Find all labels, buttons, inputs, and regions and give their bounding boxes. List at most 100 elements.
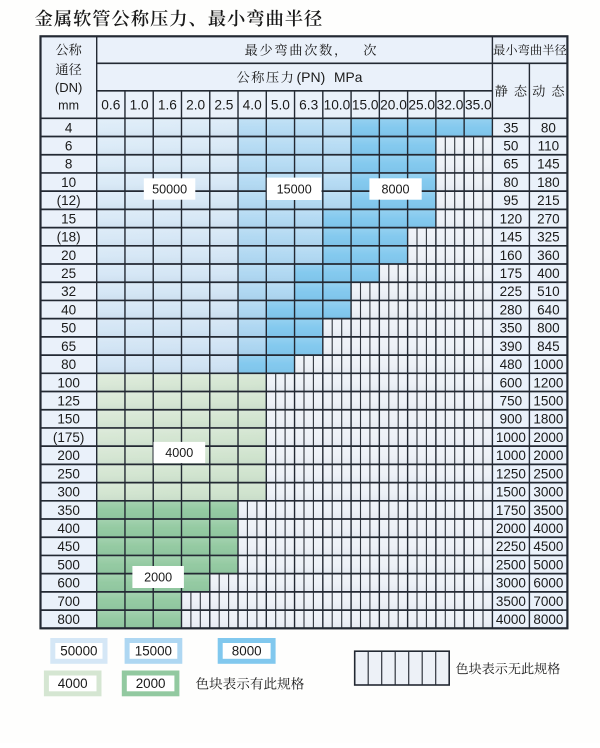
svg-text:4000: 4000 <box>533 521 563 536</box>
svg-text:750: 750 <box>500 394 523 409</box>
svg-text:4500: 4500 <box>533 539 563 554</box>
svg-text:1.6: 1.6 <box>158 97 177 112</box>
svg-text:80: 80 <box>503 175 518 190</box>
svg-text:8: 8 <box>65 157 73 172</box>
svg-text:3000: 3000 <box>496 576 526 591</box>
svg-text:2.0: 2.0 <box>186 97 205 112</box>
svg-text:(DN): (DN) <box>55 80 82 95</box>
svg-text:600: 600 <box>500 375 523 390</box>
svg-text:845: 845 <box>537 339 560 354</box>
svg-text:450: 450 <box>57 539 80 554</box>
svg-text:8000: 8000 <box>232 644 262 659</box>
svg-text:1750: 1750 <box>496 503 526 518</box>
svg-text:1000: 1000 <box>533 357 563 372</box>
svg-text:50: 50 <box>61 321 76 336</box>
svg-text:(175): (175) <box>53 430 85 445</box>
svg-text:3500: 3500 <box>533 503 563 518</box>
svg-text:800: 800 <box>537 321 560 336</box>
svg-text:25.0: 25.0 <box>408 97 435 112</box>
svg-text:225: 225 <box>500 284 523 299</box>
svg-text:80: 80 <box>61 357 76 372</box>
svg-text:4000: 4000 <box>496 612 526 627</box>
svg-text:350: 350 <box>500 321 523 336</box>
svg-text:600: 600 <box>57 576 80 591</box>
svg-text:50: 50 <box>503 139 518 154</box>
svg-text:180: 180 <box>537 175 560 190</box>
svg-text:MPa: MPa <box>334 70 363 85</box>
svg-text:(18): (18) <box>57 230 81 245</box>
svg-text:10.0: 10.0 <box>324 97 351 112</box>
svg-text:360: 360 <box>537 248 560 263</box>
svg-text:250: 250 <box>57 466 80 481</box>
svg-text:110: 110 <box>538 139 560 154</box>
svg-text:80: 80 <box>541 120 556 135</box>
svg-text:280: 280 <box>500 302 523 317</box>
svg-text:160: 160 <box>500 248 523 263</box>
svg-text:390: 390 <box>500 339 523 354</box>
svg-text:480: 480 <box>500 357 523 372</box>
svg-text:125: 125 <box>57 394 80 409</box>
svg-text:1200: 1200 <box>533 375 563 390</box>
svg-text:15000: 15000 <box>135 644 172 659</box>
svg-text:150: 150 <box>57 412 80 427</box>
svg-text:1500: 1500 <box>496 485 526 500</box>
svg-text:2000: 2000 <box>533 430 563 445</box>
svg-text:20.0: 20.0 <box>380 97 407 112</box>
svg-text:6000: 6000 <box>533 576 563 591</box>
svg-text:2250: 2250 <box>496 539 526 554</box>
svg-text:325: 325 <box>537 230 560 245</box>
svg-text:(PN): (PN) <box>297 69 326 85</box>
svg-text:32.0: 32.0 <box>437 97 464 112</box>
svg-text:145: 145 <box>500 230 523 245</box>
svg-text:50000: 50000 <box>152 183 187 197</box>
svg-text:4000: 4000 <box>165 446 193 460</box>
svg-text:640: 640 <box>537 302 560 317</box>
svg-text:1000: 1000 <box>496 448 526 463</box>
svg-text:4: 4 <box>65 120 73 135</box>
svg-text:510: 510 <box>537 284 560 299</box>
svg-text:2000: 2000 <box>496 521 526 536</box>
svg-text:15.0: 15.0 <box>352 97 379 112</box>
svg-text:3000: 3000 <box>533 485 563 500</box>
svg-text:350: 350 <box>57 503 80 518</box>
svg-text:95: 95 <box>503 193 518 208</box>
svg-text:15: 15 <box>61 211 76 226</box>
svg-text:35.0: 35.0 <box>465 97 492 112</box>
svg-text:5000: 5000 <box>533 557 563 572</box>
svg-text:3500: 3500 <box>496 594 526 609</box>
svg-text:15000: 15000 <box>277 182 312 196</box>
svg-text:(12): (12) <box>57 193 81 208</box>
svg-text:32: 32 <box>61 284 76 299</box>
svg-text:2.5: 2.5 <box>214 97 233 112</box>
svg-text:6.3: 6.3 <box>299 97 318 112</box>
svg-text:900: 900 <box>500 412 523 427</box>
svg-text:1500: 1500 <box>533 394 563 409</box>
svg-text:65: 65 <box>61 339 76 354</box>
svg-text:175: 175 <box>500 266 523 281</box>
svg-text:1.0: 1.0 <box>130 97 149 112</box>
svg-text:35: 35 <box>503 120 518 135</box>
svg-text:4000: 4000 <box>58 676 88 691</box>
svg-text:4.0: 4.0 <box>243 97 262 112</box>
svg-text:40: 40 <box>61 302 76 317</box>
svg-text:300: 300 <box>57 485 80 500</box>
svg-text:20: 20 <box>61 248 76 263</box>
svg-text:120: 120 <box>500 211 523 226</box>
svg-text:800: 800 <box>57 612 80 627</box>
svg-text:10: 10 <box>61 175 76 190</box>
svg-text:6: 6 <box>65 139 73 154</box>
svg-text:2500: 2500 <box>496 557 526 572</box>
svg-text:65: 65 <box>503 157 518 172</box>
svg-text:5.0: 5.0 <box>271 97 290 112</box>
svg-text:2000: 2000 <box>533 448 563 463</box>
svg-text:500: 500 <box>57 557 80 572</box>
svg-text:270: 270 <box>537 211 560 226</box>
svg-text:215: 215 <box>537 193 560 208</box>
svg-text:mm: mm <box>58 99 79 113</box>
svg-text:1000: 1000 <box>496 430 526 445</box>
svg-text:1250: 1250 <box>496 466 526 481</box>
svg-text:7000: 7000 <box>533 594 563 609</box>
svg-text:0.6: 0.6 <box>101 97 120 112</box>
svg-text:145: 145 <box>537 157 560 172</box>
svg-text:1800: 1800 <box>533 412 563 427</box>
